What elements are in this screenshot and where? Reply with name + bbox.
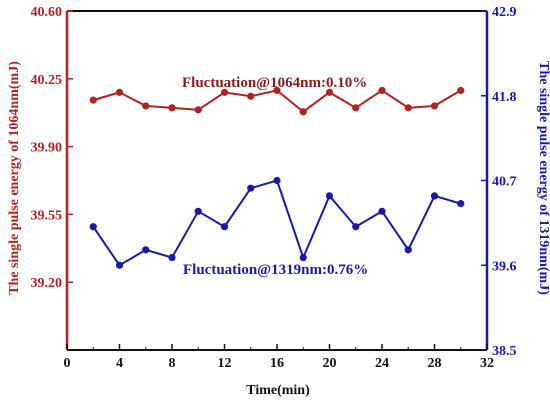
data-point-left <box>352 104 360 112</box>
series-layer <box>89 86 465 269</box>
x-tick-label: 0 <box>64 356 71 371</box>
data-point-right <box>325 192 334 200</box>
x-tick-label: 24 <box>375 356 389 371</box>
annotation-1064nm: Fluctuation@1064nm:0.10% <box>182 75 367 91</box>
data-point-left <box>115 88 124 96</box>
data-point-left <box>430 102 439 110</box>
data-point-right <box>352 223 360 231</box>
series-line-right <box>92 179 462 267</box>
data-point-right <box>378 207 386 215</box>
y-right-tick-label: 38.5 <box>492 344 517 359</box>
x-tick-label: 16 <box>270 356 284 371</box>
ticks-layer: 0 4 8 12 16 20 24 28 32 39.20 39.55 39.90 40.25 40.60… <box>31 5 517 371</box>
data-point-left <box>273 86 281 95</box>
data-point-right <box>430 192 439 200</box>
y-right-tick-label: 39.6 <box>492 259 517 274</box>
y-right-tick-label: 40.7 <box>492 175 517 190</box>
data-point-left <box>299 108 307 116</box>
data-point-left <box>89 96 97 104</box>
x-tick-label: 28 <box>428 356 442 371</box>
y-axis-label-right: The single pulse energy of 1319nm(mJ) <box>536 61 550 295</box>
data-point-right <box>115 261 124 269</box>
y-right-tick-label: 42.9 <box>492 5 517 20</box>
data-point-left <box>247 92 255 100</box>
x-tick-label: 8 <box>169 356 176 371</box>
y-left-tick-label: 39.20 <box>31 276 63 291</box>
data-point-right <box>273 176 281 185</box>
data-point-right <box>89 223 97 231</box>
x-tick-label: 20 <box>323 356 337 371</box>
annotation-1319nm: Fluctuation@1319nm:0.76% <box>183 262 368 278</box>
data-point-left <box>194 106 202 114</box>
x-tick-label: 12 <box>218 356 232 371</box>
data-point-right <box>457 200 465 208</box>
data-point-right <box>168 253 176 262</box>
x-axis-label: Time(min) <box>246 383 310 398</box>
y-axis-label-left: The single pulse energy of 1064nm(mJ) <box>7 61 22 295</box>
data-point-left <box>142 102 150 110</box>
y-left-tick-label: 39.90 <box>31 141 63 156</box>
data-point-right <box>194 207 202 215</box>
data-point-left <box>378 86 386 95</box>
data-point-right <box>142 246 150 254</box>
x-tick-label: 32 <box>480 356 494 371</box>
data-point-right <box>247 184 255 192</box>
data-point-left <box>325 88 334 96</box>
data-point-left <box>168 104 176 112</box>
y-left-tick-label: 40.25 <box>31 73 63 88</box>
y-left-tick-label: 39.55 <box>31 208 63 223</box>
y-right-tick-label: 41.8 <box>492 90 517 105</box>
data-point-left <box>457 86 465 95</box>
data-point-left <box>404 104 412 112</box>
data-point-right <box>299 253 307 262</box>
x-tick-label: 4 <box>116 356 123 371</box>
data-point-left <box>220 88 229 96</box>
data-point-right <box>220 223 229 231</box>
y-left-tick-label: 40.60 <box>31 5 63 20</box>
data-point-right <box>404 246 412 254</box>
